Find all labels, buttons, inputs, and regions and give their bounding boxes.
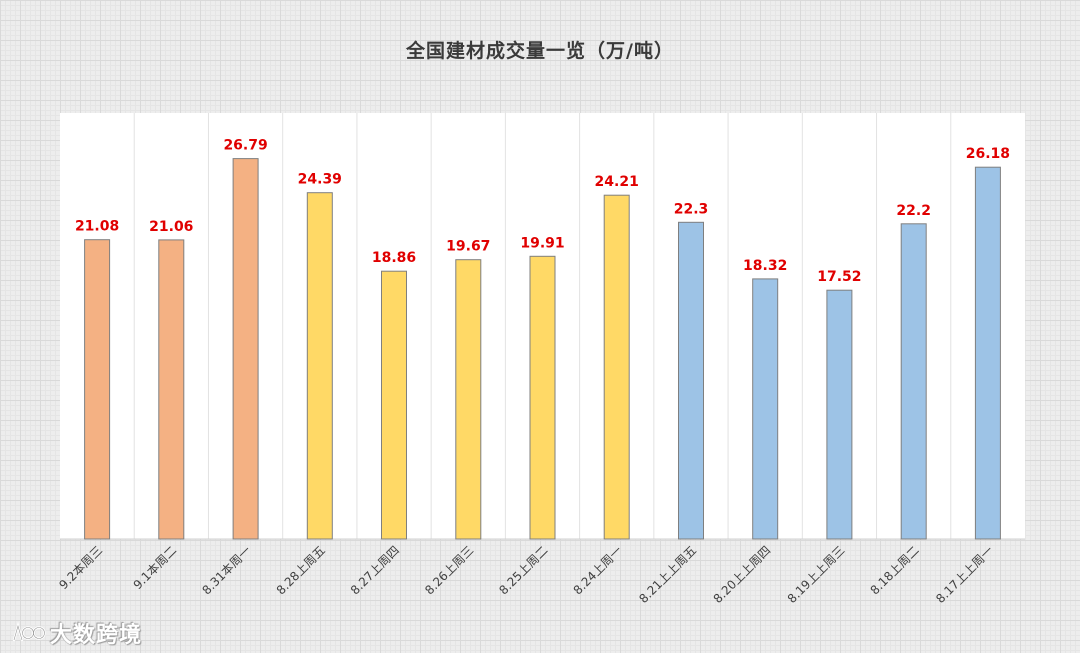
data-label: 26.18 xyxy=(966,146,1010,162)
chart-title: 全国建材成交量一览（万/吨） xyxy=(406,40,674,62)
data-label: 22.3 xyxy=(674,201,709,217)
bar xyxy=(529,255,556,540)
data-label: 24.21 xyxy=(595,174,639,190)
x-tick-label: 8.26上周三 xyxy=(422,543,476,597)
data-labels: 21.08 21.06 26.79 24.39 18.86 19.67 19.91 24.21… xyxy=(75,138,1010,286)
data-label: 18.86 xyxy=(372,250,416,266)
data-label: 21.06 xyxy=(149,219,193,235)
data-label: 18.32 xyxy=(743,258,787,274)
x-tick-label: 9.2本周三 xyxy=(56,543,105,592)
bar xyxy=(232,158,259,540)
category-separators xyxy=(133,113,952,539)
bar xyxy=(826,289,853,540)
bar xyxy=(455,259,482,540)
x-tick-label: 8.18上周二 xyxy=(868,543,922,597)
x-tick-label: 8.25上周二 xyxy=(496,543,550,597)
x-tick-label: 8.31本周一 xyxy=(199,543,253,597)
bar xyxy=(381,270,407,540)
data-label: 19.91 xyxy=(520,235,564,251)
data-label: 24.39 xyxy=(298,172,342,188)
data-label: 22.2 xyxy=(896,203,931,219)
x-tick-labels: 9.2本周三 9.1本周二 8.31本周一 8.28上周五 8.27上周四 8.26上周三… xyxy=(56,543,996,606)
x-tick-label: 8.24上周一 xyxy=(571,543,625,597)
data-label: 17.52 xyxy=(817,269,861,285)
dashuju-logo-icon xyxy=(12,621,46,642)
bar xyxy=(603,194,630,540)
bar xyxy=(678,221,704,540)
bar xyxy=(306,192,333,540)
bar xyxy=(974,166,1001,540)
bar xyxy=(900,223,927,540)
bar xyxy=(84,239,111,540)
x-tick-label: 8.19上上周三 xyxy=(785,543,848,606)
x-tick-label: 8.21上上周五 xyxy=(636,543,699,606)
x-tick-label: 9.1本周二 xyxy=(131,543,180,592)
x-tick-label: 8.20上上周四 xyxy=(711,543,774,606)
bar xyxy=(158,239,185,540)
x-tick-label: 8.28上周五 xyxy=(274,543,328,597)
bar xyxy=(752,278,779,540)
data-label: 19.67 xyxy=(446,239,490,255)
watermark-text: 大数跨境 xyxy=(50,623,143,648)
x-tick-label: 8.17上上周一 xyxy=(933,543,996,606)
bar-series xyxy=(84,158,1001,540)
watermark: 大数跨境 xyxy=(10,618,142,648)
data-label: 21.08 xyxy=(75,219,119,235)
data-label: 26.79 xyxy=(223,138,267,154)
x-tick-label: 8.27上周四 xyxy=(348,543,402,597)
